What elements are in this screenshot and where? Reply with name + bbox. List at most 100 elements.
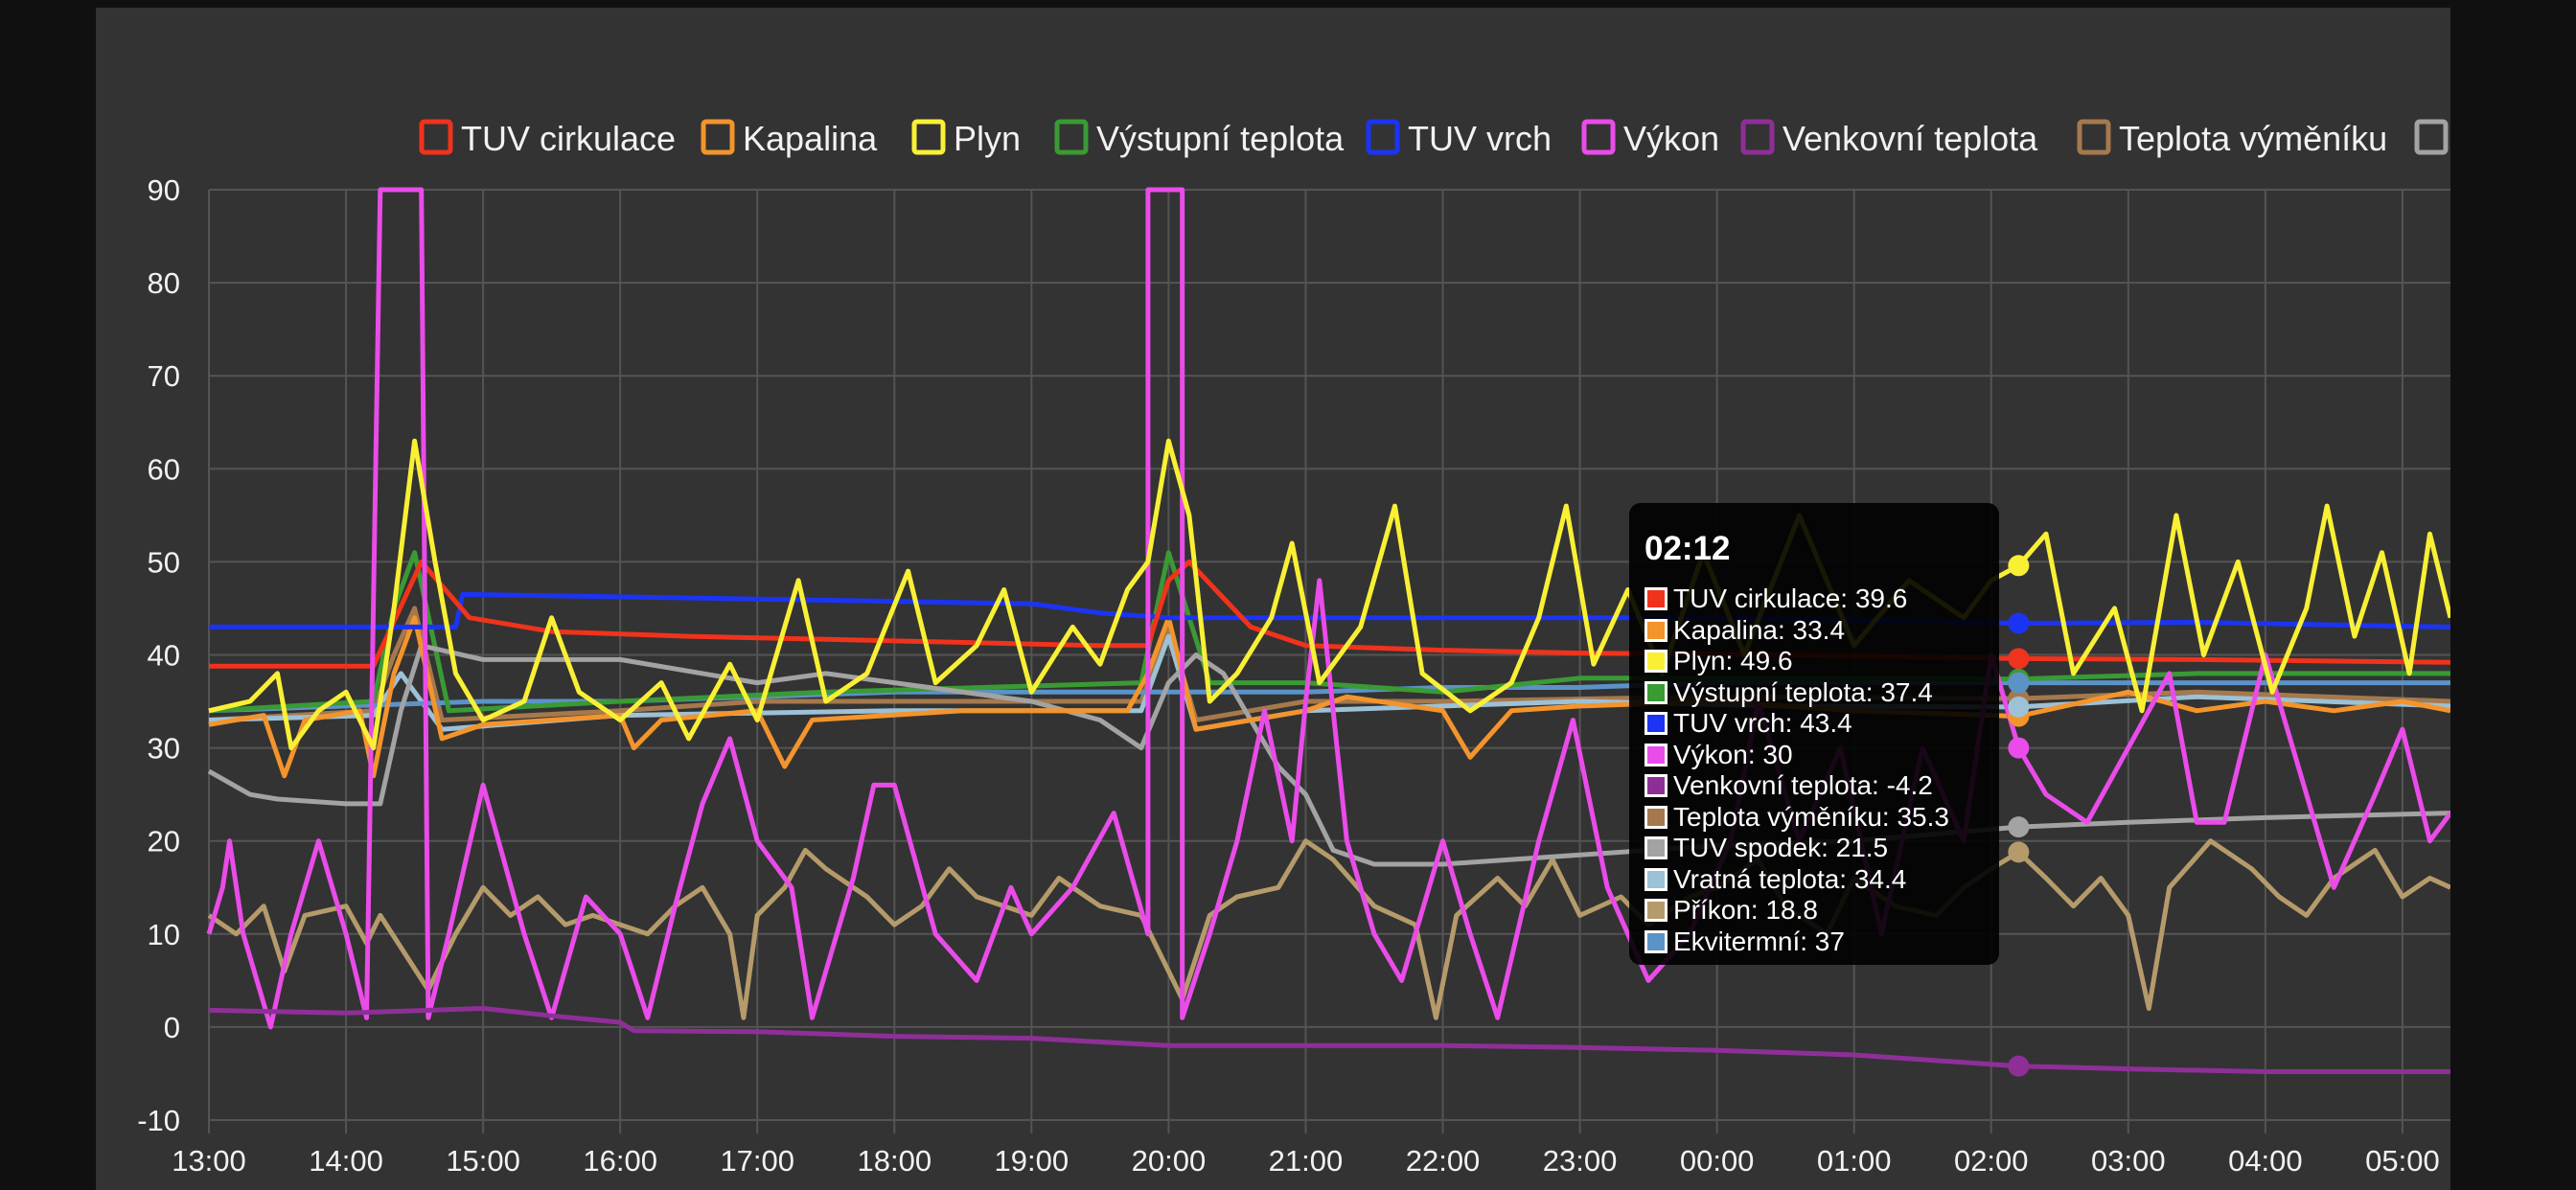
- x-tick-label: 22:00: [1406, 1144, 1481, 1178]
- tooltip-swatch: [1644, 867, 1668, 891]
- tooltip-row: Teplota výměníku: 35.3: [1644, 802, 1949, 833]
- chart-panel: 90 80 70 60 50 40 30 20 10 0 -10 13:00 14:00 15:00 16…: [96, 8, 2450, 1190]
- x-tick-label: 16:00: [583, 1144, 657, 1178]
- hover-marker: [2008, 696, 2030, 718]
- legend-item[interactable]: Výstupní teplota: [1096, 119, 1345, 158]
- tooltip-label: TUV cirkulace: 39.6: [1673, 584, 1908, 613]
- legend-swatch[interactable]: [701, 119, 735, 155]
- legend-swatch[interactable]: [911, 119, 946, 155]
- tooltip-label: Teplota výměníku: 35.3: [1673, 801, 1949, 832]
- tooltip-label: Příkon: 18.8: [1673, 895, 1818, 925]
- series-line: [208, 1006, 2450, 1074]
- tooltip-row: TUV spodek: 21.5: [1644, 833, 1888, 863]
- tooltip-swatch: [1644, 618, 1668, 642]
- tooltip-row: Výstupní teplota: 37.4: [1644, 677, 1933, 708]
- legend-item[interactable]: TUV vrch: [1408, 119, 1552, 158]
- series-line: [208, 438, 2450, 751]
- y-tick-label: 30: [148, 732, 180, 766]
- y-tick-label: 40: [148, 639, 180, 673]
- tooltip: 02:12 TUV cirkulace: 39.6 Kapalina: 33.4 P…: [1629, 503, 1999, 965]
- tooltip-row: Kapalina: 33.4: [1644, 615, 1845, 646]
- tooltip-label: Vratná teplota: 34.4: [1673, 863, 1907, 894]
- tooltip-swatch: [1644, 836, 1668, 859]
- series-lines: [206, 187, 2450, 1074]
- y-tick-label: 60: [148, 452, 180, 486]
- tooltip-label: Kapalina: 33.4: [1673, 614, 1846, 645]
- tooltip-row: Příkon: 18.8: [1644, 895, 1818, 926]
- tooltip-label: Výkon: 30: [1673, 739, 1793, 769]
- tooltip-swatch: [1644, 650, 1668, 673]
- tooltip-swatch: [1644, 899, 1668, 922]
- tooltip-swatch: [1644, 743, 1668, 767]
- legend-swatch[interactable]: [2414, 119, 2449, 155]
- y-axis: 90 80 70 60 50 40 30 20 10 0 -10: [137, 173, 180, 1137]
- tooltip-label: TUV spodek: 21.5: [1673, 833, 1889, 862]
- hover-marker: [2008, 841, 2030, 863]
- x-tick-label: 01:00: [1817, 1144, 1892, 1178]
- x-tick-label: 21:00: [1269, 1144, 1344, 1178]
- y-tick-label: 80: [148, 266, 180, 300]
- hover-marker: [2008, 737, 2030, 759]
- tooltip-label: Ekvitermní: 37: [1673, 926, 1845, 956]
- x-tick-label: 20:00: [1132, 1144, 1207, 1178]
- tooltip-label: Plyn: 49.6: [1673, 646, 1793, 675]
- tooltip-time: 02:12: [1644, 530, 1731, 567]
- x-tick-label: 04:00: [2228, 1144, 2303, 1178]
- tooltip-label: Venkovní teplota: -4.2: [1673, 770, 1933, 800]
- tooltip-row: TUV vrch: 43.4: [1644, 708, 1852, 739]
- hover-marker: [2008, 672, 2030, 694]
- x-tick-label: 15:00: [446, 1144, 520, 1178]
- tooltip-row: Výkon: 30: [1644, 740, 1793, 770]
- legend-item[interactable]: Výkon: [1623, 119, 1719, 158]
- series-line: [207, 838, 2450, 1020]
- tooltip-swatch: [1644, 680, 1668, 704]
- tooltip-swatch: [1644, 587, 1668, 610]
- x-tick-label: 05:00: [2365, 1144, 2440, 1178]
- legend[interactable]: TUV cirkulace Kapalina Plyn Výstupní teplot…: [419, 119, 2449, 158]
- x-tick-label: 14:00: [309, 1144, 383, 1178]
- x-tick-label: 17:00: [720, 1144, 794, 1178]
- x-tick-label: 18:00: [858, 1144, 932, 1178]
- tooltip-row: TUV cirkulace: 39.6: [1644, 584, 1907, 614]
- x-tick-label: 13:00: [172, 1144, 246, 1178]
- y-tick-label: 70: [148, 359, 180, 393]
- y-tick-label: 90: [148, 173, 180, 207]
- tooltip-row: Vratná teplota: 34.4: [1644, 864, 1906, 895]
- y-tick-label: 0: [164, 1011, 180, 1044]
- x-tick-label: 03:00: [2091, 1144, 2166, 1178]
- hover-marker: [2008, 648, 2030, 670]
- tooltip-row: Ekvitermní: 37: [1644, 927, 1845, 957]
- legend-item[interactable]: Venkovní teplota: [1782, 119, 2038, 158]
- x-tick-label: 00:00: [1680, 1144, 1755, 1178]
- legend-swatch[interactable]: [1054, 119, 1089, 155]
- tooltip-row: Venkovní teplota: -4.2: [1644, 770, 1933, 801]
- y-tick-label: 20: [148, 825, 180, 858]
- x-tick-label: 02:00: [1954, 1144, 2029, 1178]
- legend-swatch[interactable]: [1740, 119, 1775, 155]
- x-tick-label: 23:00: [1543, 1144, 1618, 1178]
- y-tick-label: -10: [137, 1104, 180, 1137]
- legend-item[interactable]: Kapalina: [743, 119, 878, 158]
- hover-marker: [2008, 1055, 2030, 1077]
- legend-swatch[interactable]: [2077, 119, 2111, 155]
- y-tick-label: 10: [148, 918, 180, 951]
- hover-marker: [2008, 555, 2030, 577]
- legend-item[interactable]: Teplota výměníku: [2119, 119, 2387, 158]
- y-tick-label: 50: [148, 545, 180, 579]
- hover-marker: [2008, 612, 2030, 634]
- x-axis: 13:00 14:00 15:00 16:00 17:00 18:00 19:00 20:00…: [172, 1144, 2440, 1178]
- tooltip-label: TUV vrch: 43.4: [1673, 708, 1852, 738]
- legend-swatch[interactable]: [1366, 119, 1400, 155]
- tooltip-label: Výstupní teplota: 37.4: [1673, 676, 1933, 707]
- hover-markers: [2008, 555, 2030, 1077]
- legend-item[interactable]: TUV cirkulace: [461, 119, 676, 158]
- tooltip-row: Plyn: 49.6: [1644, 646, 1793, 676]
- tooltip-swatch: [1644, 805, 1668, 829]
- tooltip-swatch: [1644, 929, 1668, 953]
- legend-swatch[interactable]: [419, 119, 453, 155]
- tooltip-swatch: [1644, 712, 1668, 735]
- legend-item[interactable]: Plyn: [954, 119, 1021, 158]
- legend-swatch[interactable]: [1581, 119, 1616, 155]
- tooltip-swatch: [1644, 774, 1668, 797]
- line-chart: 90 80 70 60 50 40 30 20 10 0 -10 13:00 14:00 15:00 16…: [137, 119, 2450, 1178]
